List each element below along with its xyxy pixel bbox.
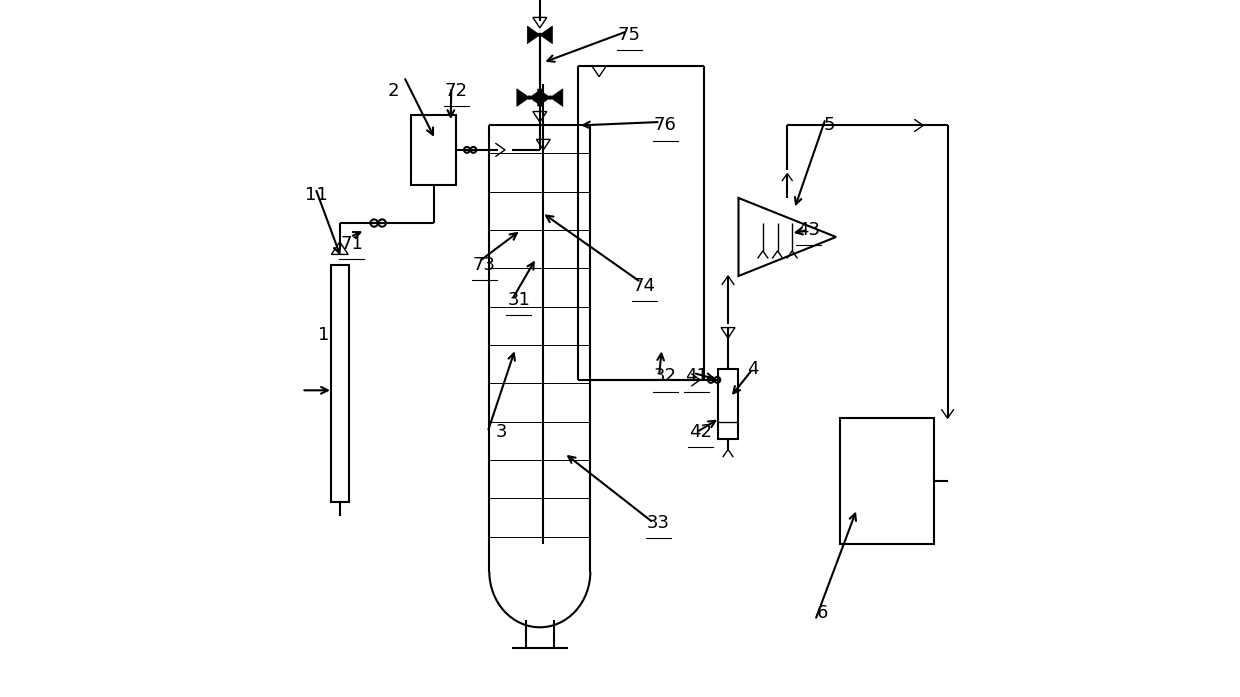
Text: 42: 42 — [688, 423, 712, 441]
Circle shape — [538, 33, 542, 36]
Bar — [839, 418, 934, 544]
Text: 4: 4 — [746, 360, 758, 378]
Text: 43: 43 — [796, 221, 820, 239]
Text: 32: 32 — [653, 367, 677, 385]
Text: 75: 75 — [618, 26, 641, 44]
Text: 11: 11 — [305, 186, 329, 204]
Polygon shape — [517, 89, 529, 107]
Text: 73: 73 — [472, 256, 496, 274]
Text: 41: 41 — [686, 367, 708, 385]
Text: 5: 5 — [823, 116, 835, 135]
Text: 3: 3 — [496, 423, 507, 441]
Text: 76: 76 — [653, 116, 677, 135]
Polygon shape — [527, 26, 539, 44]
Text: 2: 2 — [388, 82, 399, 100]
Text: 33: 33 — [647, 514, 670, 532]
Text: 6: 6 — [816, 604, 828, 622]
Circle shape — [528, 96, 531, 99]
Polygon shape — [539, 26, 552, 44]
Bar — [410, 115, 456, 185]
Bar — [718, 369, 739, 439]
Polygon shape — [538, 89, 551, 107]
Text: 74: 74 — [632, 277, 656, 295]
Bar — [331, 265, 348, 502]
Text: 31: 31 — [507, 291, 531, 309]
Text: 72: 72 — [445, 82, 467, 100]
Text: 71: 71 — [340, 235, 363, 253]
Polygon shape — [551, 89, 563, 107]
Circle shape — [549, 96, 552, 99]
Polygon shape — [529, 89, 542, 107]
Text: 1: 1 — [319, 325, 330, 344]
